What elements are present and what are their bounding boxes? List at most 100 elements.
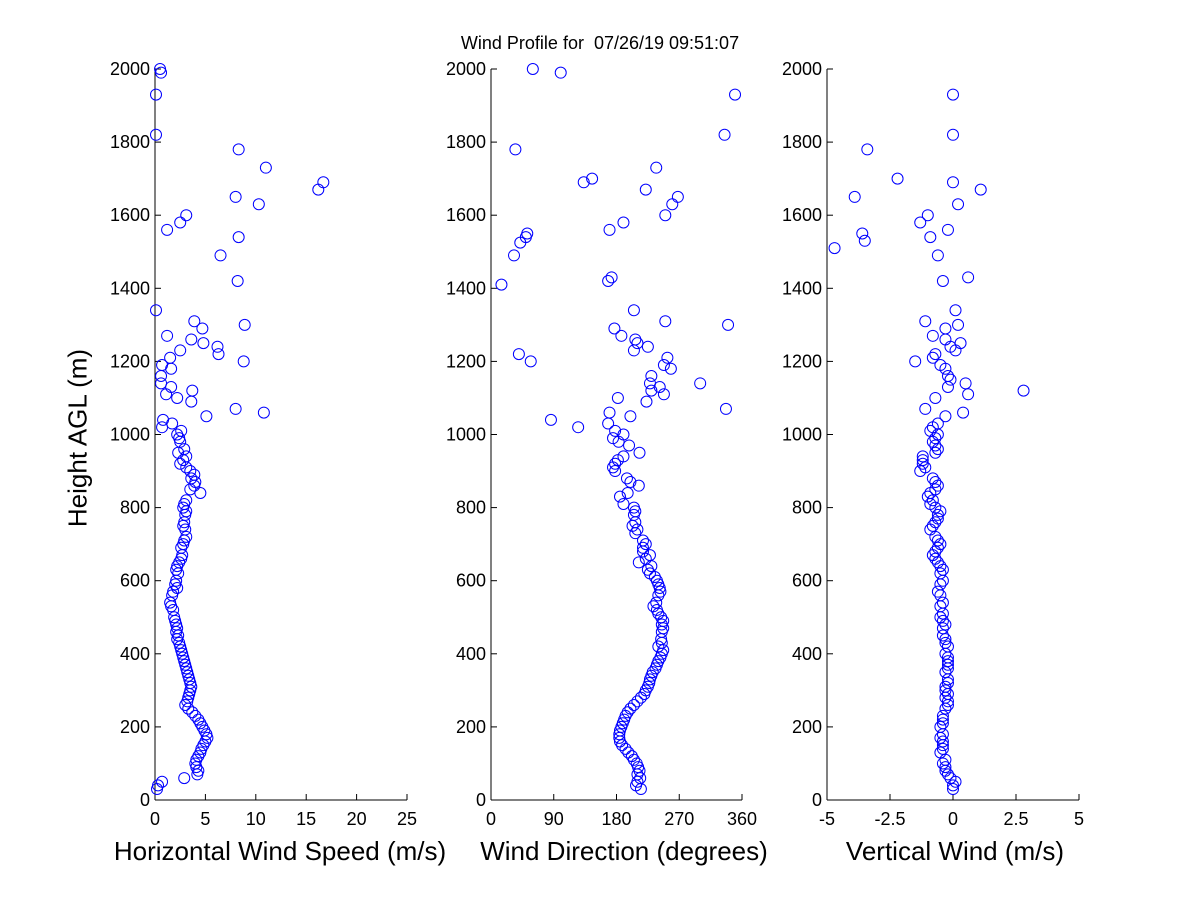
data-point-speed (197, 337, 210, 350)
data-point-speed (214, 249, 227, 262)
data-point-vertical (939, 618, 952, 631)
x-tick-label-vertical: -2.5 (874, 809, 905, 829)
data-point-direction (648, 571, 661, 584)
x-tick-label-direction: 270 (664, 809, 694, 829)
data-point-vertical (936, 757, 949, 770)
data-point-speed (182, 669, 195, 682)
data-point-vertical (974, 183, 987, 196)
data-point-vertical (947, 128, 959, 141)
data-point-direction (652, 589, 665, 602)
data-point-direction (603, 406, 616, 419)
data-point-speed (188, 479, 201, 492)
x-axis-label-vertical-wind: Vertical Wind (m/s) (845, 836, 1065, 866)
data-point-vertical (949, 775, 962, 788)
data-point-direction (616, 739, 629, 752)
data-point-vertical (941, 658, 954, 671)
data-point-vertical (941, 655, 954, 668)
data-point-speed (155, 370, 168, 383)
data-point-direction (653, 380, 666, 393)
data-point-vertical (828, 242, 841, 255)
data-point-direction (617, 216, 630, 229)
data-point-direction (544, 413, 557, 426)
data-point-speed (184, 465, 197, 478)
data-point-vertical (1017, 384, 1030, 397)
y-tick-label-vertical: 0 (812, 790, 822, 810)
data-point-direction (627, 753, 640, 766)
x-tick-label-direction: 90 (544, 809, 564, 829)
data-point-vertical (926, 494, 939, 507)
data-point-direction (661, 351, 674, 364)
data-point-direction (638, 688, 651, 701)
data-point-direction (611, 391, 624, 404)
data-point-direction (631, 523, 644, 536)
data-point-vertical (947, 176, 959, 189)
x-tick-label-vertical: 2.5 (1003, 809, 1028, 829)
x-tick-label-speed: 0 (150, 809, 160, 829)
data-point-vertical (934, 505, 947, 518)
data-point-vertical (959, 377, 972, 390)
data-point-direction (639, 538, 652, 551)
data-point-speed (169, 614, 182, 627)
x-tick-label-speed: 25 (397, 809, 417, 829)
data-point-speed (232, 231, 245, 244)
data-point-direction (645, 370, 658, 383)
data-point-direction (627, 344, 640, 357)
data-point-direction (623, 439, 636, 452)
data-point-vertical (916, 450, 929, 463)
data-point-direction (608, 322, 621, 335)
data-point-direction (605, 271, 618, 284)
data-point-direction (612, 435, 625, 448)
data-point-speed (186, 384, 199, 397)
data-point-vertical (919, 315, 932, 328)
y-tick-label-speed: 1000 (110, 425, 150, 445)
x-tick-label-direction: 0 (486, 809, 496, 829)
data-point-vertical (926, 519, 939, 532)
data-point-speed (174, 640, 187, 653)
data-point-speed (182, 702, 195, 715)
data-point-direction (629, 516, 642, 529)
data-point-direction (603, 223, 616, 236)
data-point-speed (155, 66, 168, 79)
data-point-vertical (936, 596, 949, 609)
data-point-speed (182, 691, 195, 704)
data-point-vertical (861, 143, 874, 156)
data-point-direction (621, 486, 634, 499)
data-point-speed (173, 432, 186, 445)
data-point-direction (634, 783, 647, 796)
data-point-speed (317, 176, 330, 189)
data-point-vertical (954, 337, 967, 350)
data-point-speed (259, 161, 272, 174)
data-point-vertical (939, 666, 952, 679)
data-point-speed (194, 486, 207, 499)
chart-title: Wind Profile for 07/26/19 09:51:07 (460, 33, 740, 53)
data-point-vertical (924, 523, 937, 536)
data-point-direction (619, 742, 632, 755)
y-tick-label-vertical: 600 (792, 571, 822, 591)
data-point-vertical (936, 574, 949, 587)
data-point-vertical (941, 698, 954, 711)
data-point-direction (631, 337, 644, 350)
data-point-vertical (934, 731, 947, 744)
data-point-direction (512, 348, 525, 361)
data-point-speed (185, 333, 198, 346)
y-tick-label-speed: 1600 (110, 205, 150, 225)
data-point-direction (613, 490, 626, 503)
data-point-direction (641, 563, 654, 576)
data-point-direction (649, 662, 662, 675)
y-tick-label-speed: 1200 (110, 351, 150, 371)
y-tick-label-vertical: 400 (792, 644, 822, 664)
data-point-speed (252, 198, 265, 211)
y-tick-label-vertical: 2000 (782, 59, 822, 79)
data-point-direction (514, 236, 527, 249)
data-point-vertical (929, 432, 942, 445)
data-point-speed (179, 698, 192, 711)
data-point-direction (615, 329, 628, 342)
data-point-speed (166, 589, 179, 602)
data-point-vertical (909, 355, 922, 368)
data-point-speed (183, 673, 196, 686)
data-point-direction (657, 359, 670, 372)
data-point-speed (180, 209, 193, 222)
data-point-direction (509, 143, 522, 156)
data-point-vertical (952, 318, 965, 331)
data-point-speed (186, 706, 199, 719)
